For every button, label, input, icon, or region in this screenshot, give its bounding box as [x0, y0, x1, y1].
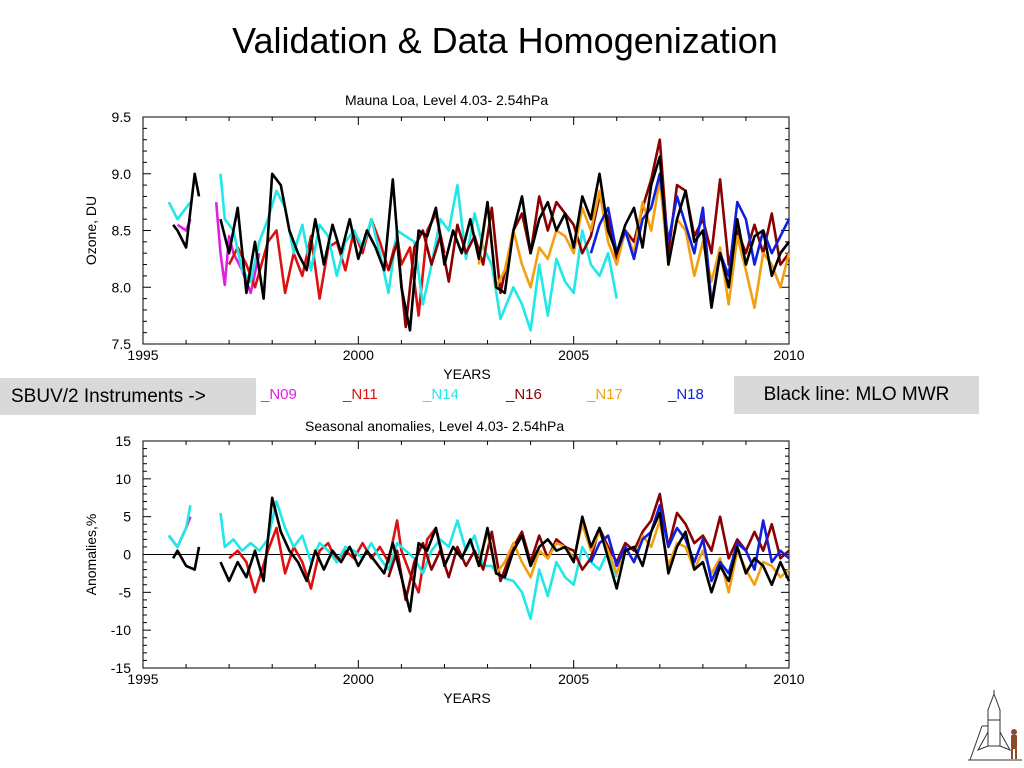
reference-note: Black line: MLO MWR	[734, 376, 979, 414]
bottom-x-tick-label: 2010	[773, 671, 804, 687]
legend-item-n18: _N18	[668, 386, 704, 403]
instruments-label: SBUV/2 Instruments ->	[0, 378, 256, 415]
legend-item-n09: _N09	[261, 386, 297, 403]
legend-item-n14: _N14	[423, 386, 459, 403]
top-x-axis-label: YEARS	[443, 366, 490, 382]
top-x-tick-label: 1995	[127, 347, 158, 363]
bottom-y-tick-label: 10	[115, 471, 131, 487]
top-chart-title: Mauna Loa, Level 4.03- 2.54hPa	[345, 92, 549, 108]
bottom-series-n14	[167, 500, 618, 621]
top-y-tick-label: 8.5	[112, 223, 132, 239]
legend-item-n16: _N16	[506, 386, 542, 403]
top-x-tick-label: 2005	[558, 347, 589, 363]
top-y-tick-label: 9.0	[112, 166, 132, 182]
top-y-tick-label: 7.5	[112, 336, 132, 352]
bottom-x-axis-label: YEARS	[443, 690, 490, 706]
bottom-series-mlo-mwr	[171, 496, 791, 613]
bottom-y-tick-label: 15	[115, 433, 131, 449]
top-series-n18	[589, 172, 791, 306]
top-y-tick-label: 9.5	[112, 109, 132, 125]
bottom-x-tick-label: 2005	[558, 671, 589, 687]
bottom-y-tick-label: 0	[123, 547, 131, 563]
bottom-y-axis-label: Anomalies,%	[83, 514, 99, 596]
bottom-y-tick-label: -5	[119, 584, 132, 600]
legend-item-n11: _N11	[343, 386, 378, 403]
top-series-mlo-mwr	[172, 155, 791, 332]
legend-item-n17: _N17	[587, 386, 623, 403]
bottom-y-tick-label: -10	[111, 622, 131, 638]
slide-title: Validation & Data Homogenization	[232, 20, 778, 61]
bottom-x-tick-label: 1995	[127, 671, 158, 687]
rocket-figure-icon	[968, 690, 1022, 761]
top-y-tick-label: 8.0	[112, 279, 132, 295]
bottom-chart-title: Seasonal anomalies, Level 4.03- 2.54hPa	[305, 418, 565, 434]
top-series-n14	[167, 173, 618, 332]
bottom-series-n17	[477, 519, 790, 594]
legend: _N09 _N11 _N14 _N16 _N17 _N18	[258, 386, 728, 408]
top-x-tick-label: 2000	[343, 347, 374, 363]
top-series-n16	[387, 138, 791, 329]
top-x-tick-label: 2010	[773, 347, 804, 363]
bottom-y-tick-label: -15	[111, 660, 131, 676]
top-y-axis-label: Ozone, DU	[83, 196, 99, 265]
bottom-y-tick-label: 5	[123, 509, 131, 525]
bottom-x-tick-label: 2000	[343, 671, 374, 687]
bottom-series-n16	[387, 492, 790, 602]
